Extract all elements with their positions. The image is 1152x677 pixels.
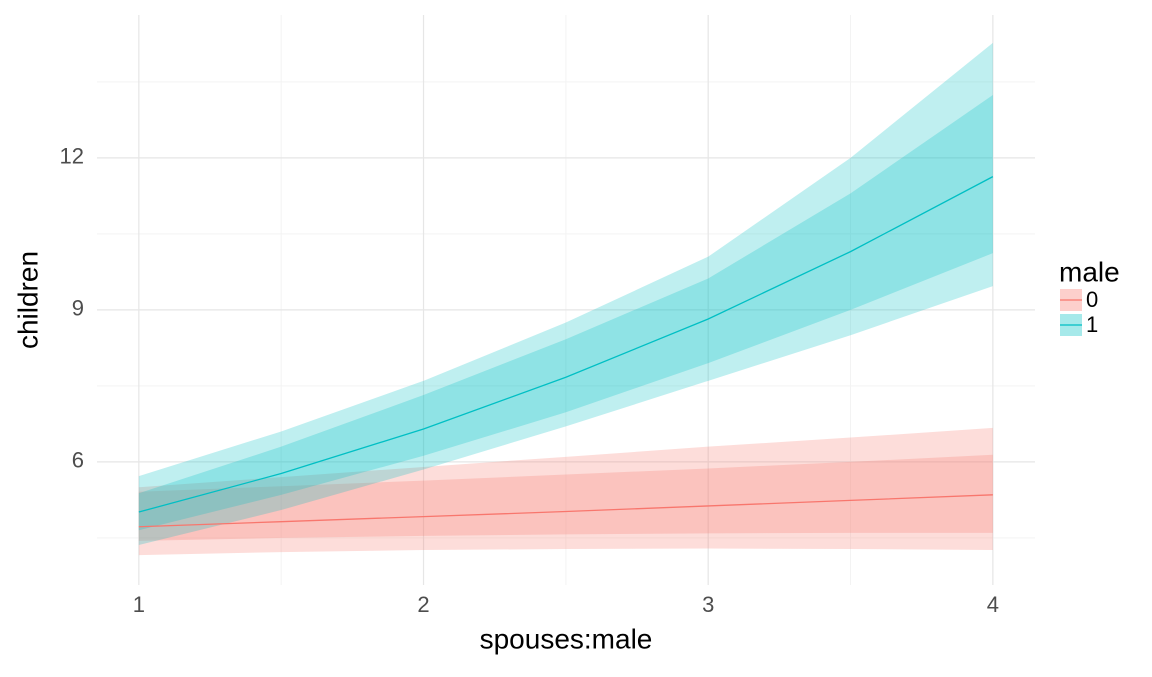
y-tick-label: 9 [72, 296, 84, 321]
y-axis-title: children [12, 251, 43, 349]
legend-label: 1 [1086, 312, 1098, 337]
y-tick-label: 6 [72, 448, 84, 473]
legend-title: male [1059, 256, 1120, 287]
x-tick-label: 4 [987, 592, 999, 617]
x-tick-label: 2 [417, 592, 429, 617]
x-axis-title: spouses:male [480, 623, 653, 654]
x-tick-label: 1 [133, 592, 145, 617]
confidence-band [138, 427, 993, 556]
line [138, 494, 993, 528]
confidence-band [138, 42, 993, 545]
confidence-band [138, 95, 993, 531]
y-tick-label: 12 [60, 144, 84, 169]
plot-area [138, 42, 994, 556]
x-tick-label: 3 [702, 592, 714, 617]
legend-label: 0 [1086, 287, 1098, 312]
line [138, 176, 994, 513]
grid [97, 15, 1035, 585]
